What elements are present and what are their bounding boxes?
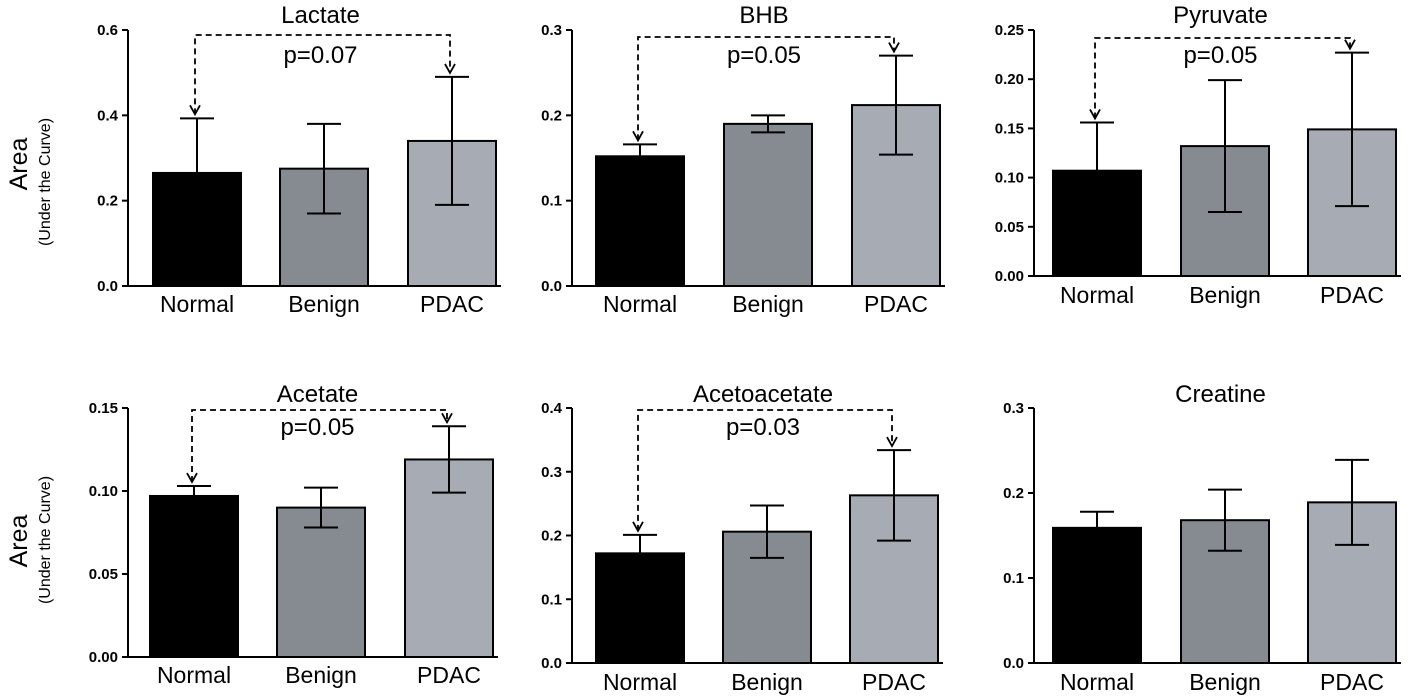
chart-title: Creatine: [1175, 381, 1266, 408]
category-label: Benign: [732, 291, 804, 317]
y-tick-label: 0.1: [541, 591, 562, 608]
category-label: Benign: [285, 662, 357, 688]
arrowhead-right: [1344, 39, 1356, 51]
chart-title: Lactate: [281, 2, 360, 29]
bar-normal: [1052, 526, 1142, 664]
category-label: PDAC: [864, 291, 928, 317]
chart-panel: 0.0 0.1 0.2 0.3 Normal Benign PDAC BHB p=0.05: [541, 2, 945, 317]
chart-title: Pyruvate: [1173, 2, 1268, 29]
y-axis-label-row-2: Area (Under the Curve): [5, 476, 54, 604]
y-tick-label: 0.15: [89, 400, 118, 417]
y-tick-label: 0.10: [89, 483, 118, 500]
arrowhead-right: [444, 63, 456, 75]
bar-normal: [595, 155, 685, 287]
category-label: PDAC: [420, 291, 484, 317]
category-label: PDAC: [862, 669, 926, 695]
y-tick-label: 0.1: [1003, 570, 1024, 587]
significance-bracket: [194, 34, 451, 115]
y-tick-label: 0.6: [97, 22, 118, 39]
y-tick-label: 0.00: [89, 649, 118, 666]
arrowhead-left: [189, 104, 201, 117]
y-tick-label: 0.3: [1003, 400, 1024, 417]
category-label: Normal: [1060, 669, 1134, 695]
y-tick-label: 0.2: [541, 528, 562, 545]
arrowhead-left: [632, 521, 644, 533]
bar-normal: [149, 494, 239, 659]
y-axis-label-main: Area: [5, 515, 33, 568]
category-label: PDAC: [1320, 669, 1384, 695]
y-tick-label: 0.3: [541, 464, 562, 481]
p-value-label: p=0.05: [280, 414, 354, 441]
arrowhead-right: [886, 436, 898, 448]
y-tick-label: 0.2: [97, 193, 118, 210]
category-label: Normal: [157, 662, 231, 688]
bar-benign: [723, 122, 813, 287]
p-value-label: p=0.03: [726, 414, 800, 441]
category-label: Benign: [1189, 282, 1261, 308]
y-tick-label: 0.0: [97, 278, 118, 295]
y-tick-label: 0.05: [995, 219, 1024, 236]
y-axis-label-sub: (Under the Curve): [37, 118, 54, 246]
bar-benign: [1180, 519, 1270, 665]
chart-panel: 0.00 0.05 0.10 0.15 Normal Benign PDAC Acetate p…: [89, 381, 498, 688]
y-tick-label: 0.4: [541, 400, 563, 417]
y-tick-label: 0.4: [97, 107, 119, 124]
y-axis-label-row-1: Area (Under the Curve): [5, 118, 54, 246]
y-tick-label: 0.20: [995, 71, 1024, 88]
category-label: Normal: [1060, 282, 1134, 308]
y-tick-label: 0.0: [541, 278, 562, 295]
chart-panel: 0.0 0.2 0.4 0.6 Normal Benign PDAC Lactate p=0.0…: [97, 2, 501, 317]
arrowhead-left: [186, 472, 198, 484]
category-label: Normal: [603, 291, 677, 317]
category-label: Normal: [603, 669, 677, 695]
chart-title: Acetate: [277, 381, 358, 408]
y-tick-label: 0.15: [995, 120, 1024, 137]
bar-benign: [276, 506, 366, 658]
arrowhead-right: [441, 412, 453, 425]
arrowhead-left: [1089, 109, 1101, 121]
p-value-label: p=0.07: [283, 42, 357, 69]
category-label: PDAC: [1320, 282, 1384, 308]
significance-bracket: [1094, 37, 1351, 119]
significance-bracket: [191, 409, 448, 483]
arrowhead-right: [888, 42, 900, 54]
p-value-label: p=0.05: [727, 42, 801, 69]
y-tick-label: 0.10: [995, 170, 1024, 187]
arrowhead-left: [632, 130, 644, 143]
chart-panel: 0.0 0.1 0.2 0.3 0.4 Normal Benign PDAC Acetoacet…: [541, 381, 943, 695]
y-tick-label: 0.2: [541, 107, 562, 124]
chart-panel: 0.0 0.1 0.2 0.3 Normal Benign PDAC Creatine: [1003, 381, 1401, 695]
p-value-label: p=0.05: [1183, 42, 1257, 69]
category-label: Benign: [288, 291, 360, 317]
category-label: Normal: [160, 291, 234, 317]
chart-panel: 0.00 0.05 0.10 0.15 0.20 0.25 Normal Benign PDAC…: [995, 2, 1401, 308]
significance-bracket: [637, 409, 893, 531]
y-tick-label: 0.0: [1003, 655, 1024, 672]
chart-title: BHB: [739, 2, 788, 29]
y-tick-label: 0.1: [541, 193, 562, 210]
y-tick-label: 0.25: [995, 22, 1024, 39]
y-axis-label-main: Area: [5, 138, 33, 191]
category-label: Benign: [1189, 669, 1261, 695]
category-label: PDAC: [417, 662, 481, 688]
y-axis-label-sub: (Under the Curve): [37, 476, 54, 604]
chart-title: Acetoacetate: [693, 381, 833, 408]
significance-bracket: [637, 36, 895, 141]
y-tick-label: 0.05: [89, 566, 118, 583]
y-tick-label: 0.3: [541, 22, 562, 39]
category-label: Benign: [731, 669, 803, 695]
chart-panels: 0.0 0.2 0.4 0.6 Normal Benign PDAC Lactate p=0.0…: [89, 2, 1401, 695]
y-tick-label: 0.00: [995, 268, 1024, 285]
y-tick-label: 0.0: [541, 655, 562, 672]
y-tick-label: 0.2: [1003, 485, 1024, 502]
